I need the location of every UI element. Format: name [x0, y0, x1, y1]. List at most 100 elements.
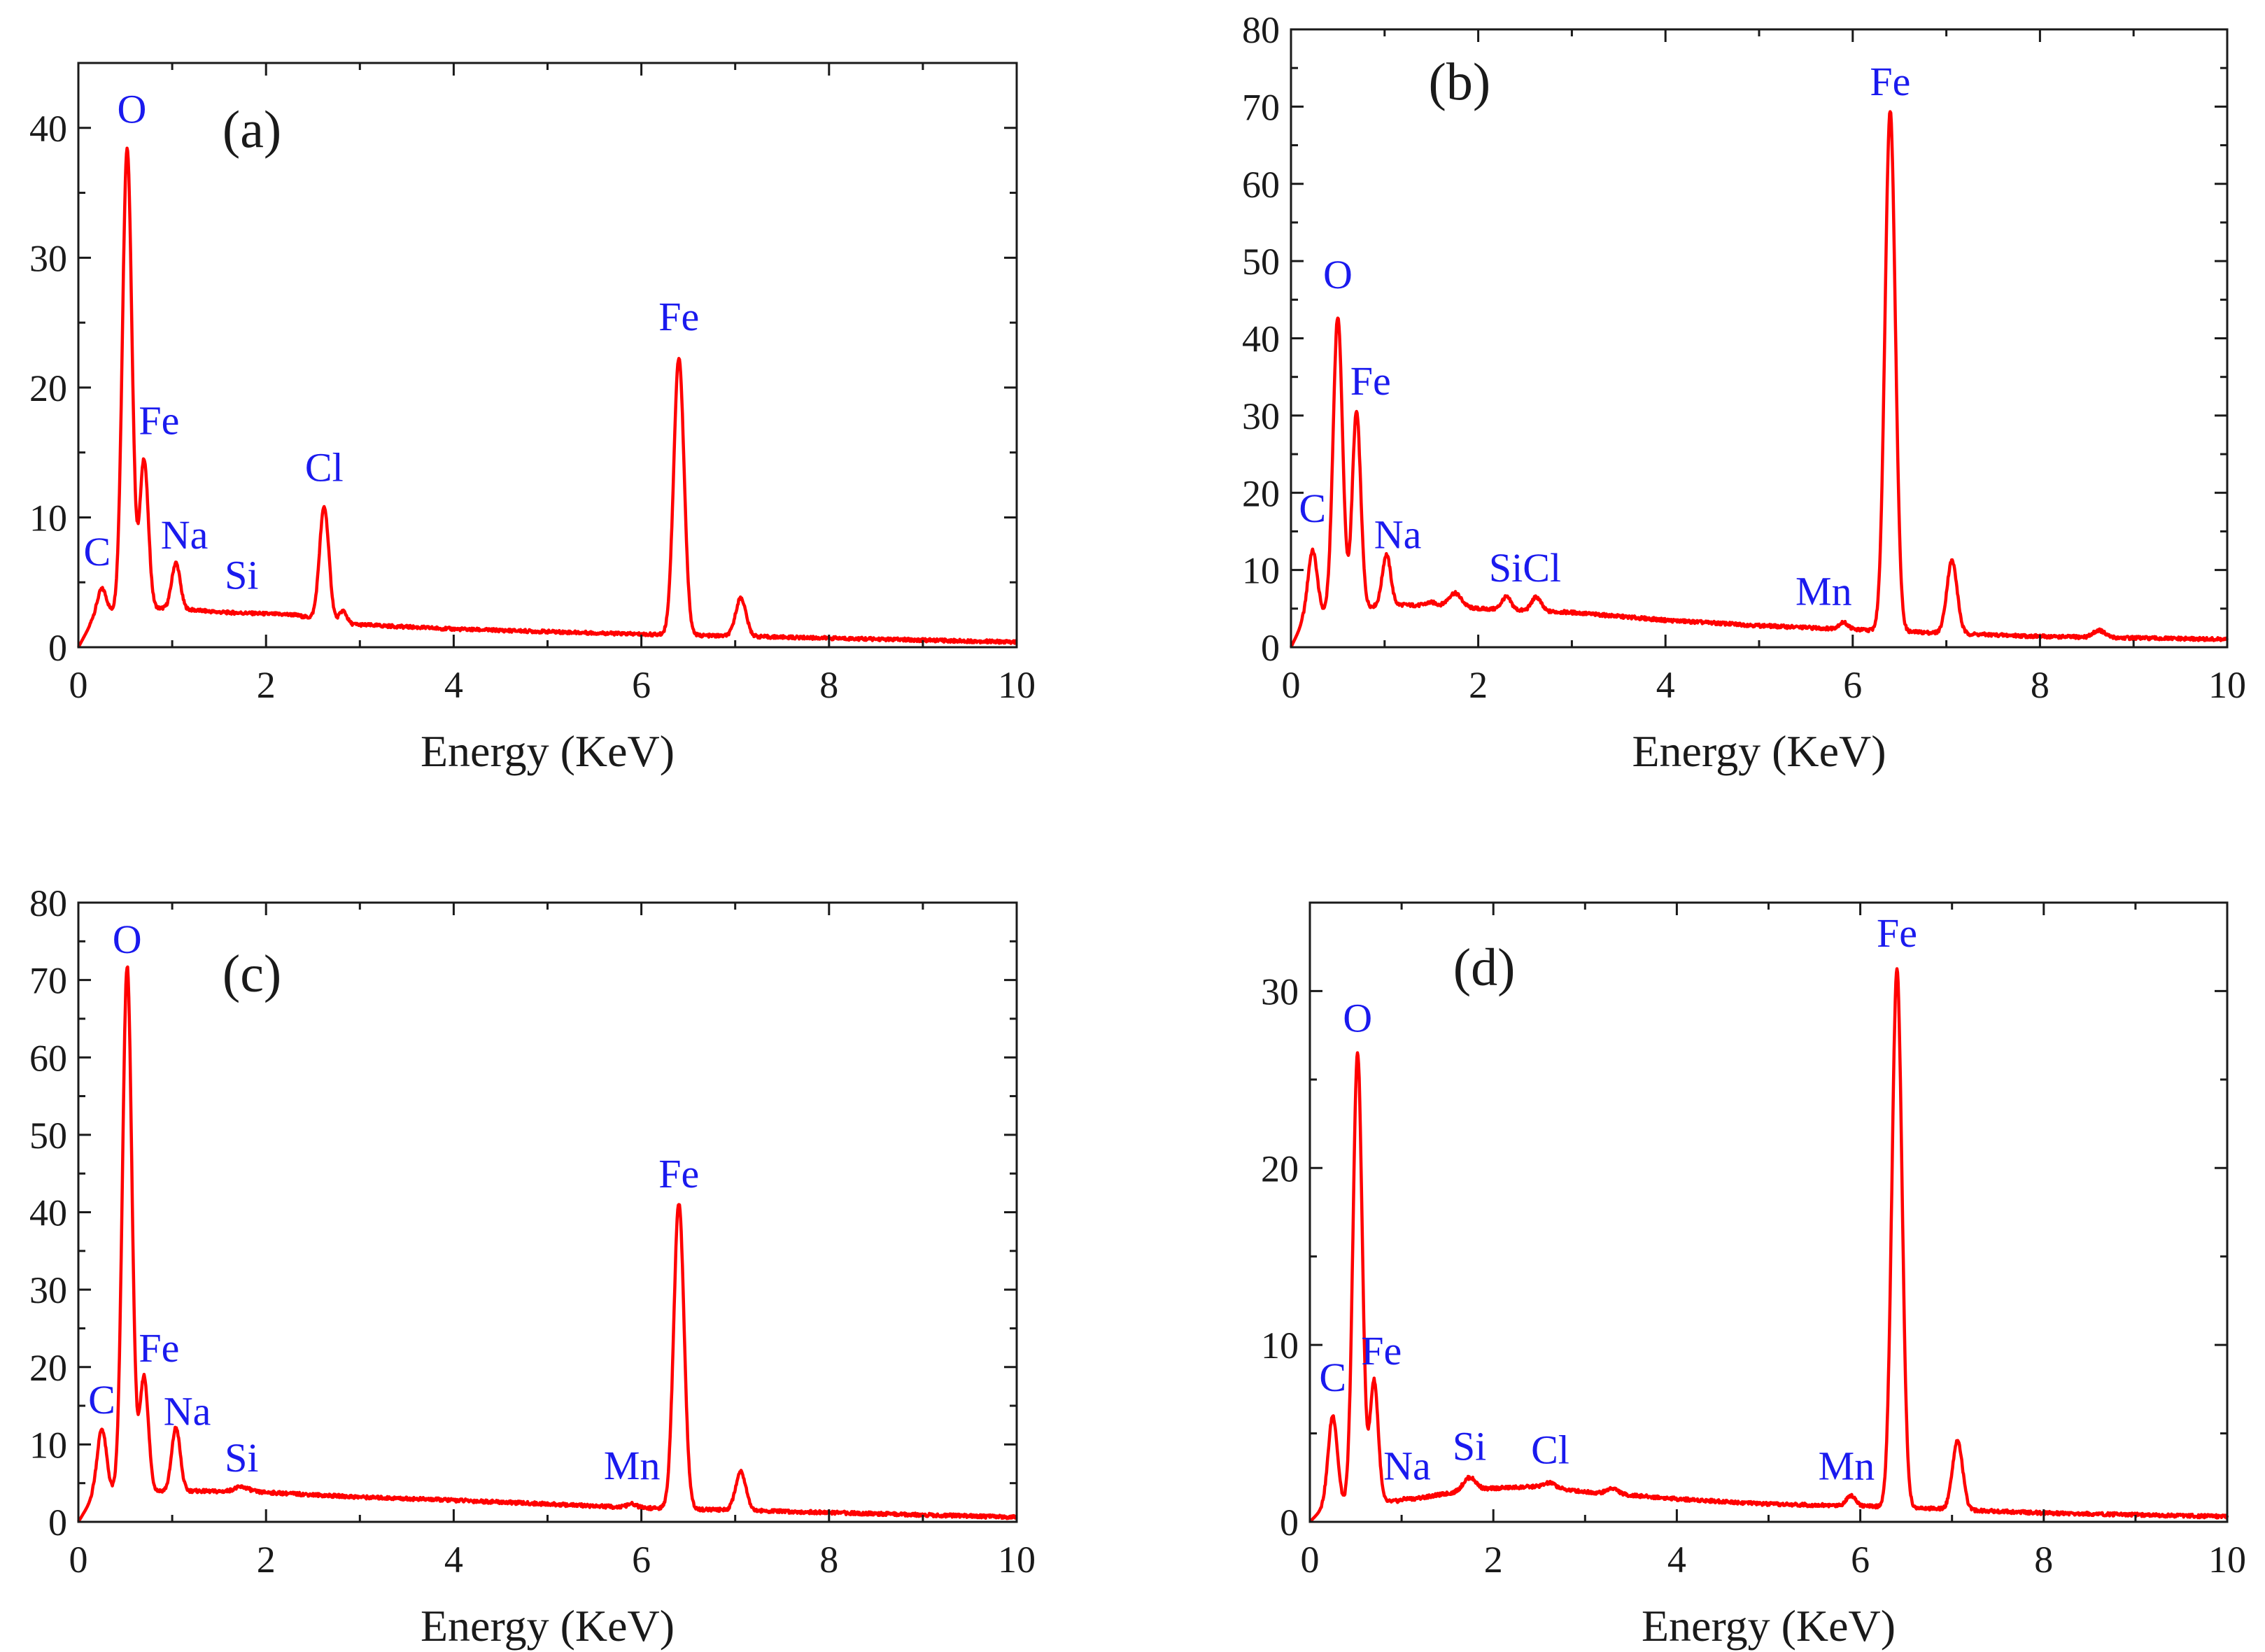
x-tick-label: 4 — [444, 1539, 463, 1581]
x-tick-label: 6 — [1851, 1539, 1870, 1581]
x-tick-label: 10 — [998, 664, 1036, 706]
x-tick-label: 0 — [69, 664, 88, 706]
spectrum-line — [77, 146, 1018, 649]
x-tick-label: 6 — [632, 1539, 651, 1581]
x-tick-label: 8 — [2034, 1539, 2053, 1581]
x-tick-label: 4 — [1656, 664, 1675, 706]
y-tick-label: 0 — [48, 1502, 67, 1544]
element-label: Na — [1383, 1443, 1431, 1488]
element-label: Fe — [658, 294, 699, 339]
y-tick-label: 50 — [29, 1115, 67, 1157]
x-tick-label: 10 — [2208, 664, 2246, 706]
y-tick-label: 50 — [1242, 241, 1280, 283]
x-axis-title: Energy (KeV) — [421, 726, 675, 776]
element-label: C — [88, 1377, 115, 1422]
panel-label: (a) — [223, 101, 281, 160]
panel-label: (c) — [223, 945, 281, 1003]
panel-a: 0 2 4 6 8 10 0 10 20 30 40 Energy (KeV) (a) C O Fe Na Si C… — [29, 62, 1036, 776]
x-tick-label: 4 — [1667, 1539, 1686, 1581]
x-tick-label: 6 — [632, 664, 651, 706]
y-tick-label: 10 — [1261, 1325, 1299, 1367]
spectrum-line — [1289, 110, 2229, 648]
y-tick-label: 40 — [1242, 318, 1280, 360]
element-label: Na — [161, 512, 209, 558]
y-tick-label: 20 — [1242, 472, 1280, 514]
y-tick-label: 80 — [1242, 9, 1280, 51]
element-label: Fe — [658, 1151, 699, 1196]
element-label: Fe — [1870, 59, 1910, 104]
y-tick-label: 40 — [29, 1192, 67, 1234]
element-label: Na — [1374, 512, 1422, 558]
element-label: SiCl — [1489, 545, 1561, 591]
x-tick-label: 10 — [998, 1539, 1036, 1581]
panel-b: 0 2 4 6 8 10 0 10 20 30 40 50 60 70 80 Energy (KeV) (b) C… — [1242, 9, 2246, 776]
y-tick-label: 10 — [29, 1424, 67, 1466]
x-axis-title: Energy (KeV) — [1642, 1601, 1896, 1651]
x-tick-label: 0 — [1282, 664, 1301, 706]
element-label: Si — [225, 1435, 258, 1481]
y-tick-label: 0 — [1261, 627, 1280, 669]
element-label: O — [117, 86, 146, 132]
x-axis-title: Energy (KeV) — [421, 1601, 675, 1651]
y-tick-label: 40 — [29, 108, 67, 150]
x-tick-label: 2 — [1484, 1539, 1503, 1581]
element-label: O — [1323, 252, 1353, 297]
x-tick-label: 2 — [257, 1539, 276, 1581]
plot-frame — [77, 62, 1018, 649]
y-tick-label: 20 — [29, 367, 67, 409]
x-tick-label: 2 — [1469, 664, 1488, 706]
spectrum-line — [77, 965, 1018, 1523]
element-label: O — [1343, 996, 1372, 1041]
x-tick-label: 10 — [2208, 1539, 2246, 1581]
element-label: Si — [1453, 1424, 1486, 1469]
panel-c: 0 2 4 6 8 10 0 10 20 30 40 50 60 70 80 Energy (KeV) (c) C… — [29, 882, 1036, 1651]
element-label: Fe — [1877, 910, 1917, 956]
element-label: C — [83, 529, 111, 574]
y-tick-label: 60 — [1242, 164, 1280, 206]
x-tick-label: 0 — [1301, 1539, 1320, 1581]
y-tick-label: 10 — [29, 497, 67, 539]
plot-frame — [1308, 901, 2229, 1523]
element-label: C — [1319, 1355, 1346, 1400]
y-tick-label: 30 — [29, 237, 67, 279]
y-tick-label: 70 — [1242, 86, 1280, 128]
y-tick-label: 30 — [1242, 395, 1280, 437]
y-tick-label: 10 — [1242, 550, 1280, 592]
panel-label: (d) — [1453, 938, 1516, 997]
x-tick-label: 8 — [2031, 664, 2049, 706]
element-label: Fe — [1361, 1328, 1402, 1374]
plot-frame — [1290, 28, 2229, 649]
y-tick-label: 70 — [29, 960, 67, 1002]
y-tick-label: 80 — [29, 882, 67, 924]
y-tick-label: 30 — [1261, 970, 1299, 1012]
y-tick-label: 60 — [29, 1037, 67, 1079]
spectrum-line — [1308, 967, 2229, 1523]
plot-frame — [77, 901, 1018, 1523]
element-label: Mn — [604, 1443, 661, 1488]
panel-d: 0 2 4 6 8 10 0 10 20 30 Energy (KeV) (d) C O Fe Na Si Cl M… — [1261, 901, 2246, 1651]
x-axis-title: Energy (KeV) — [1632, 726, 1886, 776]
y-tick-label: 0 — [1280, 1502, 1299, 1544]
element-label: Cl — [305, 444, 344, 490]
panel-label: (b) — [1429, 52, 1491, 111]
element-label: Mn — [1795, 568, 1852, 614]
element-label: Fe — [1350, 358, 1391, 404]
x-tick-label: 0 — [69, 1539, 88, 1581]
y-tick-label: 20 — [29, 1347, 67, 1389]
element-label: C — [1299, 486, 1326, 531]
x-tick-label: 2 — [257, 664, 276, 706]
y-tick-label: 20 — [1261, 1148, 1299, 1189]
element-label: Fe — [139, 1325, 179, 1371]
element-label: Cl — [1531, 1427, 1569, 1473]
x-tick-label: 6 — [1843, 664, 1862, 706]
x-tick-label: 8 — [819, 1539, 838, 1581]
element-label: O — [113, 917, 142, 962]
element-label: Fe — [139, 398, 179, 444]
element-label: Na — [164, 1389, 211, 1434]
x-tick-label: 4 — [444, 664, 463, 706]
y-tick-label: 30 — [29, 1269, 67, 1311]
element-label: Mn — [1819, 1443, 1875, 1488]
x-tick-label: 8 — [819, 664, 838, 706]
y-tick-label: 0 — [48, 627, 67, 669]
